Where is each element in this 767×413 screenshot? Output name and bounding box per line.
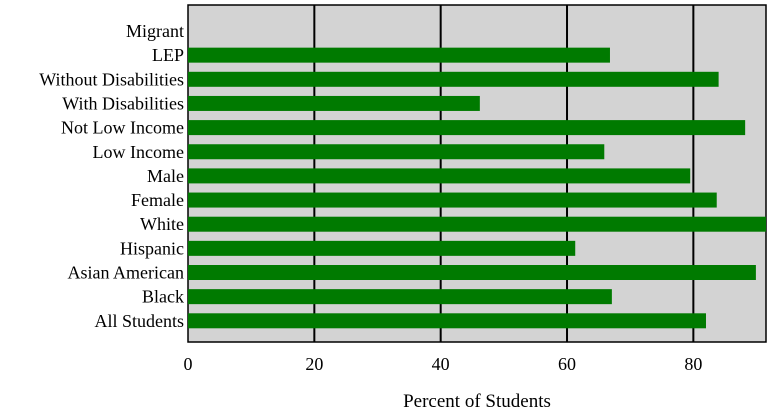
category-label: Not Low Income	[61, 118, 184, 138]
category-label: Hispanic	[120, 238, 184, 258]
bar-male	[188, 168, 691, 184]
category-label: Without Disabilities	[39, 69, 184, 89]
bar-without-disabilities	[188, 71, 719, 87]
category-label: Migrant	[126, 21, 184, 41]
category-label: LEP	[152, 45, 184, 65]
category-label: Low Income	[93, 142, 184, 162]
category-label: Asian American	[68, 263, 184, 283]
bar-black	[188, 289, 612, 305]
category-label: With Disabilities	[62, 93, 184, 113]
bars	[188, 47, 766, 329]
category-labels: Migrant LEP Without Disabilities With Disab…	[39, 21, 184, 331]
category-label: Male	[147, 166, 184, 186]
bar-low-income	[188, 144, 605, 160]
x-tick-labels: 0 20 40 60 80	[184, 354, 703, 374]
bar-not-low-income	[188, 120, 746, 136]
category-label: Black	[142, 287, 184, 307]
x-tick-label: 20	[305, 354, 323, 374]
x-tick-label: 40	[432, 354, 450, 374]
category-label: All Students	[94, 311, 184, 331]
bar-all-students	[188, 313, 706, 329]
bar-asian-american	[188, 265, 756, 280]
category-label: Female	[131, 190, 184, 210]
bar-lep	[188, 47, 610, 63]
x-tick-label: 60	[558, 354, 576, 374]
bar-with-disabilities	[188, 95, 480, 111]
bar-hispanic	[188, 240, 576, 256]
x-tick-label: 80	[684, 354, 702, 374]
bar-female	[188, 192, 717, 208]
x-axis-title: Percent of Students	[403, 391, 551, 412]
x-tick-label: 0	[184, 354, 193, 374]
category-label: White	[140, 214, 184, 234]
bar-white	[188, 216, 766, 232]
